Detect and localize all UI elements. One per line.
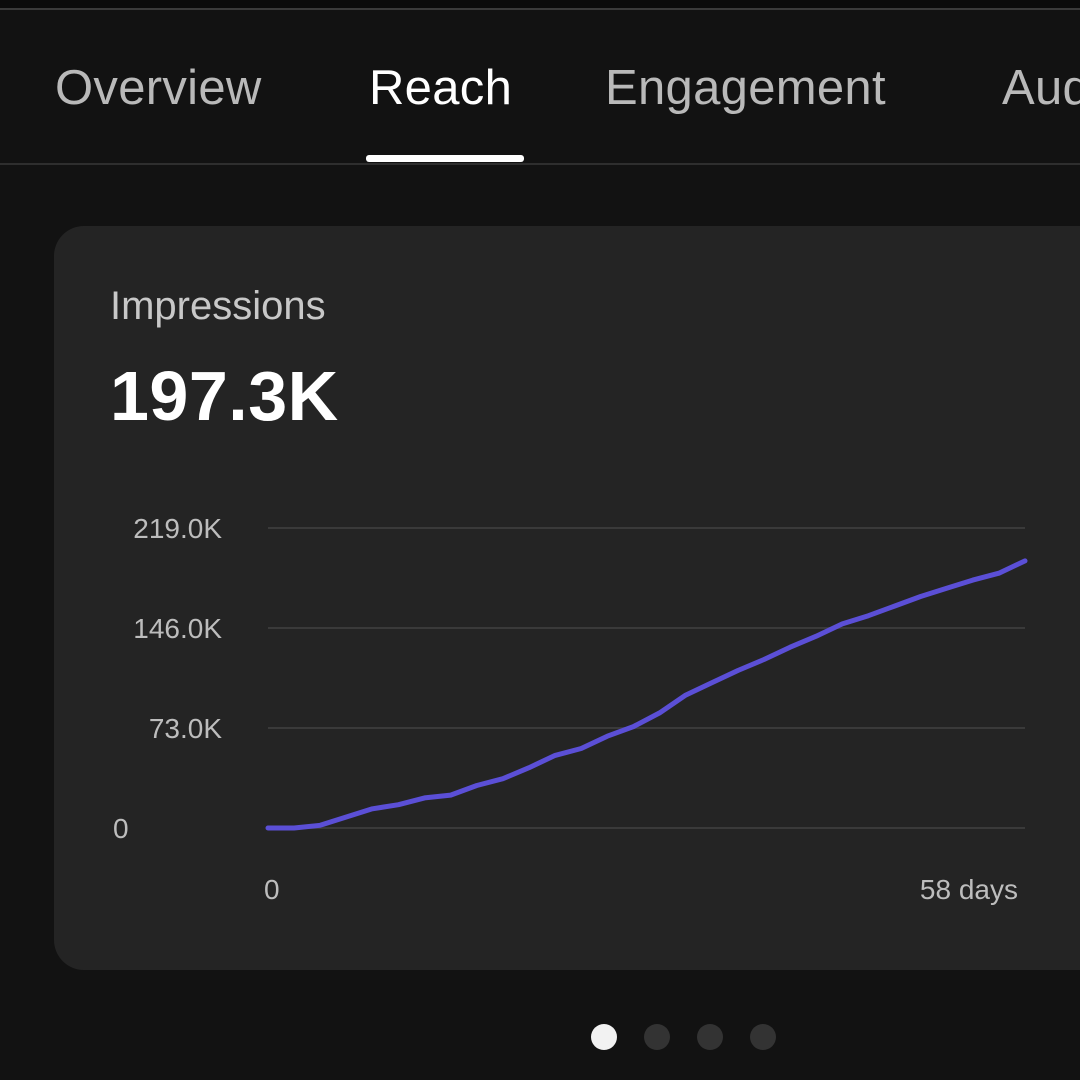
tab-audience[interactable]: Audience — [1002, 61, 1080, 115]
tab-overview[interactable]: Overview — [55, 61, 262, 115]
card-title: Impressions — [110, 284, 326, 328]
tab-reach[interactable]: Reach — [369, 61, 513, 115]
page-dot-3[interactable] — [697, 1024, 723, 1050]
page-indicator — [0, 1020, 1080, 1054]
tab-bar: Overview Reach Engagement Audience — [0, 10, 1080, 165]
top-divider — [0, 0, 1080, 10]
x-tick-label: 58 days — [920, 874, 1018, 905]
y-tick-label: 146.0K — [133, 613, 222, 644]
impressions-line — [265, 558, 1028, 831]
y-tick-label: 0 — [113, 813, 129, 844]
impressions-value: 197.3K — [110, 357, 339, 435]
page-dot-4[interactable] — [750, 1024, 776, 1050]
x-tick-label: 0 — [264, 874, 280, 905]
y-tick-label: 219.0K — [133, 513, 222, 544]
active-tab-indicator — [366, 155, 524, 162]
y-axis-ticks: 219.0K 146.0K 73.0K 0 — [113, 513, 222, 844]
impressions-card[interactable]: Impressions 197.3K — [54, 226, 1080, 970]
tab-engagement[interactable]: Engagement — [605, 61, 886, 115]
y-tick-label: 73.0K — [149, 713, 222, 744]
page-dot-2[interactable] — [644, 1024, 670, 1050]
page-dot-1[interactable] — [591, 1024, 617, 1050]
x-axis-ticks: 0 58 days — [264, 874, 1018, 905]
chart-grid — [268, 527, 1025, 829]
